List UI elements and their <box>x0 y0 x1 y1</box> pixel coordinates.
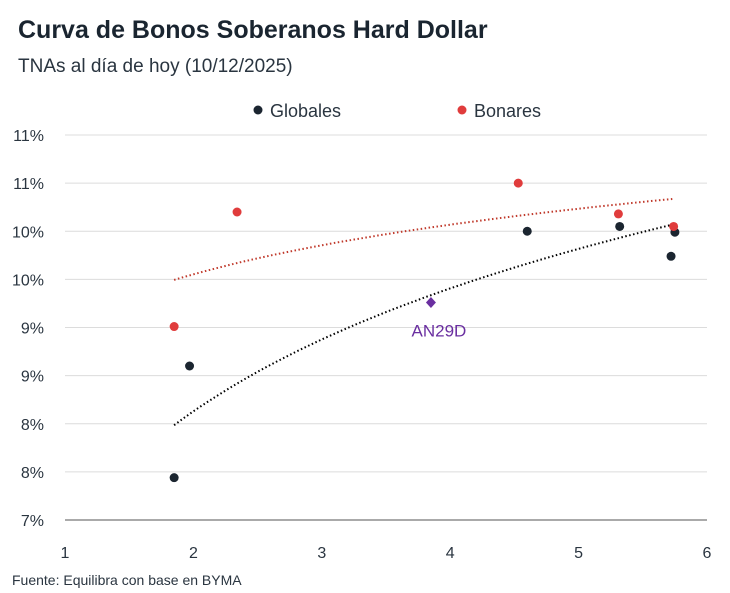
x-tick-label: 5 <box>574 545 583 562</box>
y-tick-label: 10% <box>12 272 44 289</box>
y-tick-label: 9% <box>21 369 44 386</box>
y-tick-label: 7% <box>21 513 44 530</box>
legend-marker <box>253 105 263 115</box>
x-tick-label: 4 <box>446 545 455 562</box>
trendline-bonares <box>173 198 673 281</box>
data-point-globales <box>185 361 195 371</box>
x-tick-label: 1 <box>61 545 70 562</box>
x-tick-label: 2 <box>189 545 198 562</box>
legend-label: Bonares <box>474 101 541 121</box>
trendline-globales <box>173 223 673 427</box>
annotation-label: AN29D <box>412 321 467 340</box>
data-point-globales <box>615 221 625 231</box>
y-tick-label: 9% <box>21 321 44 338</box>
data-point-bonares <box>169 322 179 332</box>
y-tick-label: 10% <box>12 224 44 241</box>
chart-subtitle: TNAs al día de hoy (10/12/2025) <box>18 56 293 77</box>
legend-label: Globales <box>270 101 341 121</box>
data-point-globales <box>522 226 532 236</box>
y-tick-label: 8% <box>21 417 44 434</box>
data-point-globales <box>666 251 676 261</box>
data-point-bonares <box>513 178 523 188</box>
chart-title: Curva de Bonos Soberanos Hard Dollar <box>18 16 488 44</box>
x-tick-label: 6 <box>703 545 712 562</box>
chart-source: Fuente: Equilibra con base en BYMA <box>12 572 242 588</box>
data-point-globales <box>169 473 179 483</box>
data-point-bonares <box>613 209 623 219</box>
y-tick-label: 8% <box>21 465 44 482</box>
data-point-bonares <box>232 207 242 217</box>
y-tick-label: 11% <box>13 128 44 145</box>
legend-marker <box>457 105 467 115</box>
y-tick-label: 11% <box>13 176 44 193</box>
data-point-bonares <box>669 221 679 231</box>
annotation-marker <box>425 296 436 308</box>
x-tick-label: 3 <box>317 545 326 562</box>
